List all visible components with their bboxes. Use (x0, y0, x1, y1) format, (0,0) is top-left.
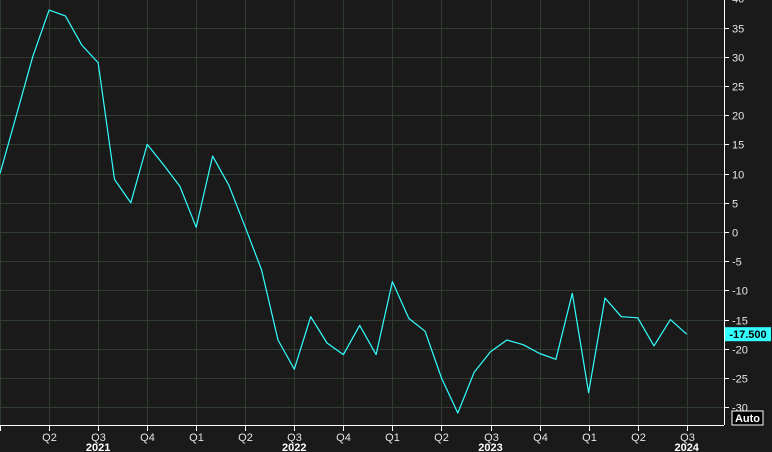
data-point (97, 61, 99, 63)
x-tick-label: Q2 (631, 432, 646, 444)
data-point (64, 15, 66, 17)
y-tick-label: -5 (732, 257, 742, 269)
data-point (522, 344, 524, 346)
data-point (571, 292, 573, 294)
data-point (424, 330, 426, 332)
data-point (440, 377, 442, 379)
x-tick-label: Q3 (287, 432, 302, 444)
data-point (310, 316, 312, 318)
auto-scale-button[interactable]: Auto (731, 410, 764, 426)
x-tick-label: Q1 (385, 432, 400, 444)
year-label: 2022 (282, 442, 306, 452)
data-point (113, 178, 115, 180)
series-line (0, 9, 688, 414)
data-point (653, 345, 655, 347)
x-tick-label: Q4 (533, 432, 548, 444)
year-label: 2021 (86, 442, 110, 452)
x-tick-label: Q3 (91, 432, 106, 444)
data-point (211, 155, 213, 157)
x-tick-label: Q4 (140, 432, 155, 444)
y-tick-label: 10 (732, 170, 744, 182)
y-tick-label: 30 (732, 53, 744, 65)
data-point (473, 371, 475, 373)
data-point (195, 226, 197, 228)
y-tick-label: 0 (732, 228, 738, 240)
data-point (228, 184, 230, 186)
series-layer (0, 9, 688, 414)
y-tick-label: 40 (732, 0, 744, 6)
data-point (555, 358, 557, 360)
y-tick-label: -15 (732, 316, 748, 328)
data-point (81, 44, 83, 46)
auto-scale-label[interactable]: Auto (735, 413, 760, 425)
x-tick-label: Q2 (434, 432, 449, 444)
data-point (326, 342, 328, 344)
data-point (391, 280, 393, 282)
data-point (669, 318, 671, 320)
grid (0, 0, 724, 425)
data-point (48, 9, 50, 11)
x-tick-label: Q3 (484, 432, 499, 444)
data-point (457, 412, 459, 414)
plot-background (0, 0, 724, 425)
data-point (686, 333, 688, 335)
last-value-marker: -17.500 (725, 327, 771, 342)
data-point (15, 114, 17, 116)
x-tick-label: Q4 (336, 432, 351, 444)
data-point (359, 324, 361, 326)
x-tick-label: Q2 (238, 432, 253, 444)
y-tick-label: 35 (732, 24, 744, 36)
last-value-label: -17.500 (729, 329, 766, 341)
data-point (587, 391, 589, 393)
data-point (538, 352, 540, 354)
data-point (130, 202, 132, 204)
data-point (489, 351, 491, 353)
data-point (244, 226, 246, 228)
x-tick-label: Q2 (42, 432, 57, 444)
y-tick-label: -20 (732, 345, 748, 357)
y-tick-label: 20 (732, 111, 744, 123)
last-value-badge (725, 327, 771, 342)
data-point (293, 368, 295, 370)
y-tick-label: -25 (732, 374, 748, 386)
y-tick-label: 15 (732, 140, 744, 152)
x-tick-label: Q1 (189, 432, 204, 444)
data-point (506, 339, 508, 341)
data-point (637, 317, 639, 319)
x-tick-label: Q1 (582, 432, 597, 444)
y-axis-ticks: 4035302520151050-5-10-15-20-25-30 (724, 0, 748, 415)
data-point (260, 269, 262, 271)
data-point (604, 297, 606, 299)
year-label: 2023 (478, 442, 502, 452)
data-point (162, 164, 164, 166)
data-point (146, 143, 148, 145)
y-tick-label: 25 (732, 82, 744, 94)
data-point (277, 339, 279, 341)
data-point (620, 316, 622, 318)
data-point (408, 317, 410, 319)
year-label: 2024 (674, 442, 699, 452)
y-tick-label: -10 (732, 286, 748, 298)
data-point (375, 353, 377, 355)
data-point (342, 353, 344, 355)
data-point (179, 185, 181, 187)
x-tick-label: Q3 (680, 432, 695, 444)
data-point (32, 56, 34, 58)
y-tick-label: 5 (732, 199, 738, 211)
